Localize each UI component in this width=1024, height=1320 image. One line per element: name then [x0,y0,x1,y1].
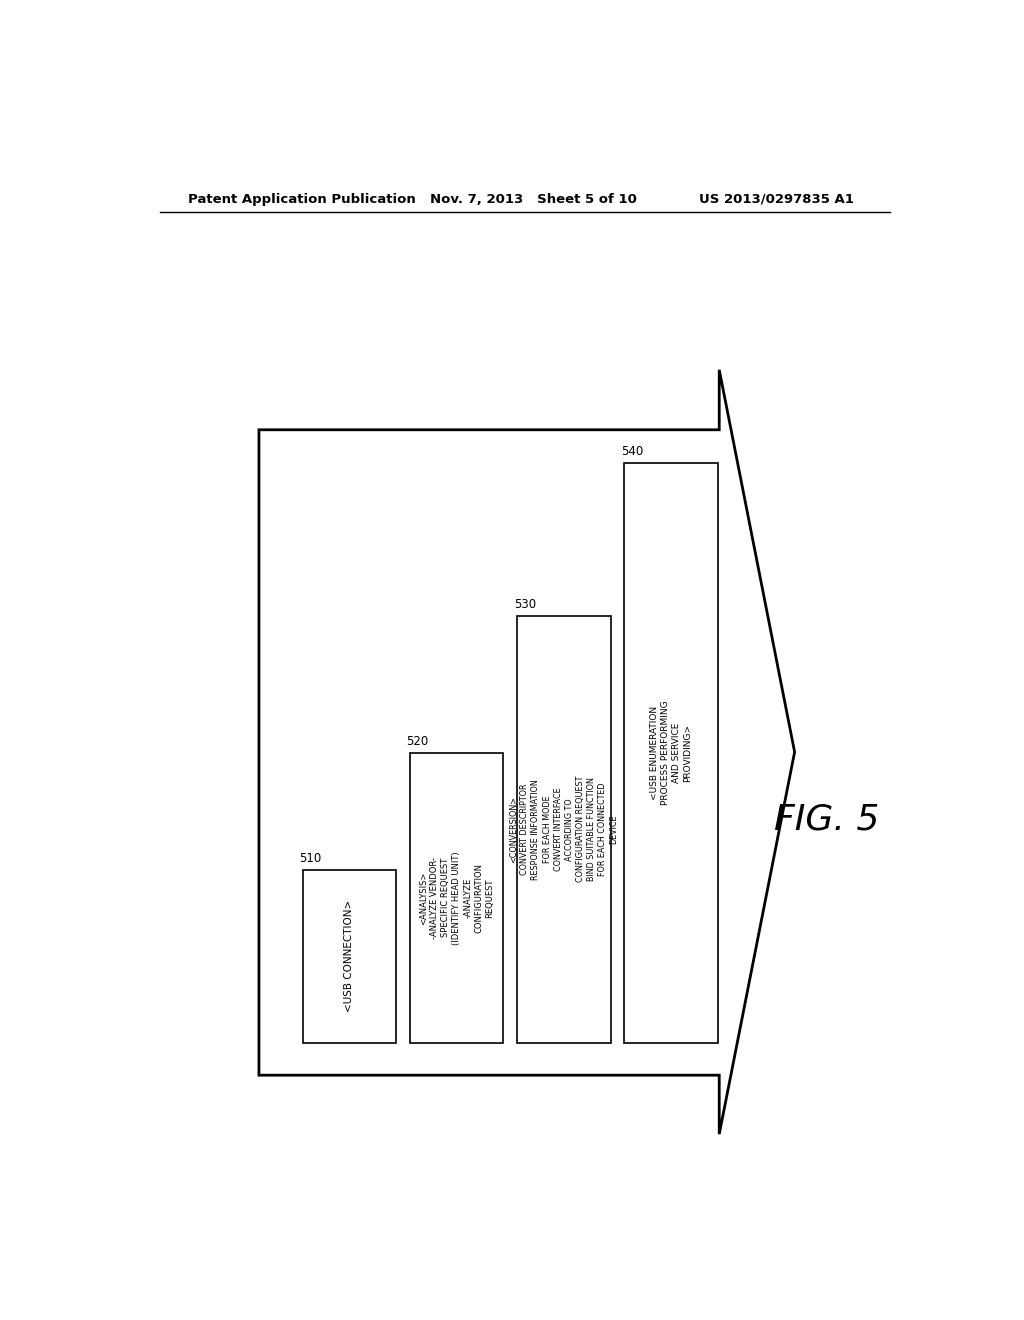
Text: <USB CONNECTION>: <USB CONNECTION> [344,900,354,1012]
Text: <USB ENUMERATION
PROCESS PERFORMING
AND SERVICE
PROVIDING>: <USB ENUMERATION PROCESS PERFORMING AND … [649,701,692,805]
Text: Patent Application Publication: Patent Application Publication [187,193,416,206]
Text: 540: 540 [621,445,643,458]
Text: 530: 530 [514,598,536,611]
Text: US 2013/0297835 A1: US 2013/0297835 A1 [699,193,854,206]
Bar [517,615,610,1043]
Text: 510: 510 [299,851,322,865]
Bar [303,870,396,1043]
Polygon shape [259,370,795,1134]
Text: 520: 520 [407,735,429,748]
Bar [410,752,504,1043]
Text: <CONVERSION>
CONVERT DESCRIPTOR
RESPONSE INFORMATION
FOR EACH MODE
CONVERT INTER: <CONVERSION> CONVERT DESCRIPTOR RESPONSE… [509,776,618,882]
Text: FIG. 5: FIG. 5 [774,803,879,836]
Text: Nov. 7, 2013   Sheet 5 of 10: Nov. 7, 2013 Sheet 5 of 10 [430,193,637,206]
Text: <ANALYSIS>
-ANALYZE VENDOR-
SPECIFIC REQUEST
(IDENTIFY HEAD UNIT)
-ANALYZE
CONFI: <ANALYSIS> -ANALYZE VENDOR- SPECIFIC REQ… [419,851,495,945]
Bar [624,463,718,1043]
